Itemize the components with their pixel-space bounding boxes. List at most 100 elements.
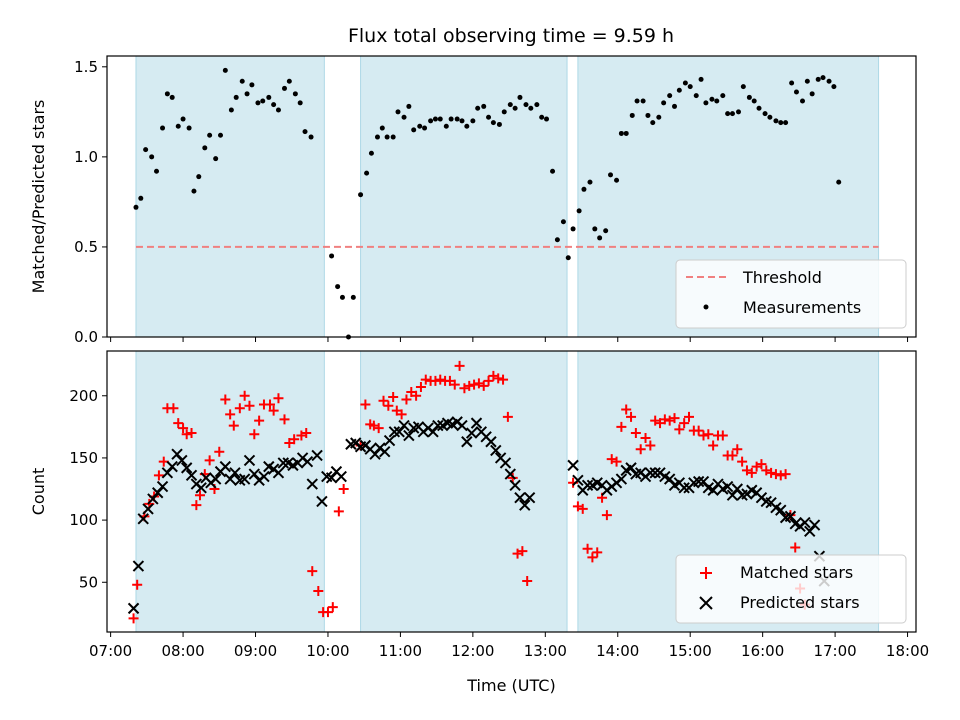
predicted-point [784,510,797,523]
measurement-point [672,103,678,109]
matched-point [517,546,528,557]
predicted-point [398,419,410,432]
matched-point [333,506,344,517]
measurement-point [773,118,779,124]
predicted-point [808,519,821,531]
matched-point [181,429,192,440]
measurement-point [486,114,492,120]
matched-point [454,360,465,371]
matched-point [626,411,637,422]
matched-point [756,459,767,470]
measurement-point [281,85,287,91]
top-series-0 [133,67,842,340]
matched-point [469,379,480,390]
matched-point [415,382,426,393]
matched-point [592,547,603,558]
measurement-point [255,100,261,106]
measurement-point [266,94,272,100]
matched-point [587,552,598,563]
matched-point [727,450,738,461]
top-ytick-label: 0.0 [74,328,98,346]
measurement-point [154,168,160,174]
bottom-ytick-label: 100 [69,511,98,529]
measurement-point [384,134,390,140]
measurement-point [762,111,768,117]
measurement-point [169,94,175,100]
xtick-label: 14:00 [596,642,639,660]
matched-point [301,428,312,439]
measurement-point [698,76,704,82]
matched-point [630,428,641,439]
matched-point [790,542,801,553]
matched-point [360,399,371,410]
xlabel: Time (UTC) [466,676,555,695]
matched-point [703,429,714,440]
measurement-point [207,132,213,138]
predicted-point [456,419,468,432]
measurement-point [676,87,682,93]
measurement-point [736,109,742,115]
bottom-shaded-interval-0 [135,350,325,633]
measurement-point [650,120,656,126]
matched-point [249,429,260,440]
measurement-point [608,172,614,178]
matched-point [327,602,338,613]
matched-point [611,456,622,467]
matched-point [430,375,441,386]
legend-measurements-swatch [703,304,709,310]
top-ytick-label: 1.5 [74,58,98,76]
measurement-point [411,127,417,133]
measurement-point [740,84,746,90]
predicted-point [209,473,222,485]
measurement-point [164,91,170,97]
predicted-point [581,479,594,491]
matched-point [522,576,533,587]
matched-point [168,403,179,414]
measurement-point [437,116,443,122]
predicted-point [649,467,661,479]
predicted-point [132,560,145,572]
matched-point [464,380,475,391]
matched-point [483,375,494,386]
measurement-point [528,105,534,111]
measurement-point [539,114,545,120]
measurement-point [634,98,640,104]
predicted-point [311,449,323,462]
legend-threshold-label: Threshold [742,268,822,287]
measurement-point [417,123,423,129]
matched-point [234,403,245,414]
predicted-point [572,474,584,487]
matched-point [435,374,446,385]
measurement-point [720,93,726,99]
measurement-point [820,75,826,81]
matched-point [273,393,284,404]
measurement-point [233,94,239,100]
measurement-point [459,118,465,124]
measurement-point [470,118,476,124]
matched-point [698,430,709,441]
measurement-point [202,145,208,151]
measurement-point [587,179,593,185]
measurement-point [576,208,582,214]
matched-point [204,455,215,466]
measurement-point [454,116,460,122]
measurement-point [180,116,186,122]
measurement-point [133,204,139,210]
matched-point [178,423,189,434]
measurement-point [213,156,219,162]
predicted-point [185,469,198,482]
measurement-point [809,91,815,97]
predicted-point [272,467,285,479]
matched-point [265,399,276,410]
measurement-point [682,80,688,86]
measurement-point [714,98,720,104]
matched-point [191,500,202,511]
top-ytick-label: 1.0 [74,148,98,166]
measurement-point [448,116,454,122]
matched-point [289,434,300,445]
bottom-legend-box [675,554,907,624]
measurement-point [570,226,576,232]
predicted-point [523,492,536,504]
matched-point [373,423,384,434]
measurement-point [138,195,144,201]
